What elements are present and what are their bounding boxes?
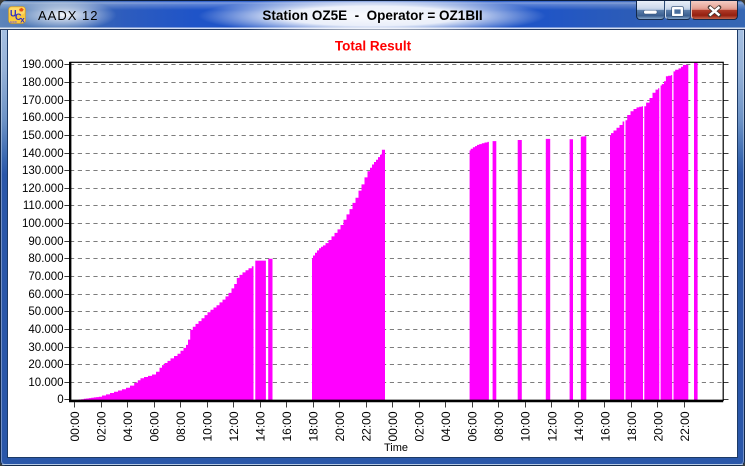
svg-text:0: 0 (57, 394, 63, 406)
svg-text:16:00: 16:00 (598, 411, 612, 441)
svg-text:18:00: 18:00 (307, 411, 321, 441)
svg-text:ucx: ucx (10, 19, 18, 24)
svg-text:20.000: 20.000 (28, 359, 63, 371)
svg-text:00:00: 00:00 (386, 411, 400, 441)
svg-text:06:00: 06:00 (466, 411, 480, 441)
svg-text:22:00: 22:00 (360, 411, 374, 441)
svg-text:12:00: 12:00 (545, 411, 559, 441)
svg-text:16:00: 16:00 (280, 411, 294, 441)
svg-text:04:00: 04:00 (121, 411, 135, 441)
svg-text:150.000: 150.000 (22, 130, 64, 142)
svg-text:90.000: 90.000 (28, 236, 63, 248)
svg-text:U: U (10, 9, 17, 19)
svg-text:22:00: 22:00 (678, 411, 692, 441)
svg-text:50.000: 50.000 (28, 306, 63, 318)
svg-text:02:00: 02:00 (94, 411, 108, 441)
svg-text:140.000: 140.000 (22, 148, 64, 160)
svg-text:110.000: 110.000 (23, 200, 64, 212)
svg-text:130.000: 130.000 (22, 165, 64, 177)
svg-text:70.000: 70.000 (28, 271, 63, 283)
svg-text:18:00: 18:00 (625, 411, 639, 441)
svg-text:Time: Time (384, 442, 408, 454)
svg-text:20:00: 20:00 (333, 411, 347, 441)
svg-text:80.000: 80.000 (28, 253, 63, 265)
svg-text:30.000: 30.000 (28, 342, 63, 354)
svg-text:120.000: 120.000 (22, 183, 64, 195)
svg-text:02:00: 02:00 (413, 411, 427, 441)
svg-text:14:00: 14:00 (572, 411, 586, 441)
svg-text:04:00: 04:00 (439, 411, 453, 441)
svg-text:180.000: 180.000 (22, 77, 64, 89)
svg-text:Total Result: Total Result (335, 39, 412, 54)
svg-text:170.000: 170.000 (22, 95, 64, 107)
svg-text:100.000: 100.000 (22, 218, 64, 230)
svg-text:60.000: 60.000 (28, 289, 63, 301)
svg-text:190.000: 190.000 (22, 59, 64, 71)
svg-text:10.000: 10.000 (28, 377, 63, 389)
svg-text:12:00: 12:00 (227, 411, 241, 441)
svg-text:08:00: 08:00 (492, 411, 506, 441)
svg-text:20:00: 20:00 (651, 411, 665, 441)
svg-text:40.000: 40.000 (28, 324, 63, 336)
svg-text:14:00: 14:00 (254, 411, 268, 441)
svg-text:C: C (15, 12, 22, 22)
svg-text:08:00: 08:00 (174, 411, 188, 441)
svg-text:10:00: 10:00 (201, 411, 215, 441)
svg-text:06:00: 06:00 (148, 411, 162, 441)
svg-text:00:00: 00:00 (68, 411, 82, 441)
svg-text:x: x (20, 16, 25, 25)
svg-text:10:00: 10:00 (519, 411, 533, 441)
svg-text:160.000: 160.000 (22, 112, 64, 124)
